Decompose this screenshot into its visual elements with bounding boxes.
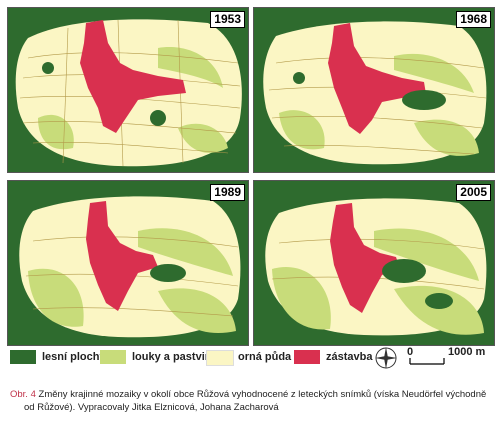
scale-start: 0 <box>407 346 414 358</box>
year-label: 1953 <box>210 11 245 28</box>
legend-swatch-meadow <box>100 350 126 364</box>
map-2005 <box>265 198 487 336</box>
legend-label-built: zástavba <box>326 351 373 363</box>
map-panel-2005: 2005 <box>253 180 495 346</box>
caption-line2: od Růžové). Vypracovaly Jitka Elznicová,… <box>24 402 279 413</box>
map-1989 <box>19 196 241 338</box>
map-legend: lesní plochy louky a pastviny orná půda … <box>10 346 490 370</box>
scale-bar <box>409 358 445 365</box>
legend-label-arable: orná půda <box>238 351 292 363</box>
figure-caption: Obr. 4 Změny krajinné mozaiky v okolí ob… <box>10 388 490 414</box>
map-1968 <box>263 21 487 165</box>
year-label: 2005 <box>456 184 491 201</box>
scale-end: 1000 m <box>448 346 486 358</box>
caption-label: Obr. 4 <box>10 389 36 400</box>
caption-line1: Změny krajinné mozaiky v okolí obce Růžo… <box>38 389 487 400</box>
map-panel-1989: 1989 <box>7 180 249 346</box>
compass-rose-icon <box>375 347 397 369</box>
map-panel-1953: 1953 <box>7 7 249 173</box>
legend-label-meadow: louky a pastviny <box>132 351 218 363</box>
year-label: 1989 <box>210 184 245 201</box>
year-label: 1968 <box>456 11 491 28</box>
map-panel-1968: 1968 <box>253 7 495 173</box>
legend-swatch-arable <box>206 350 234 366</box>
legend-label-forest: lesní plochy <box>42 351 106 363</box>
legend-swatch-built <box>294 350 320 364</box>
legend-swatch-forest <box>10 350 36 364</box>
map-1953 <box>15 19 242 167</box>
